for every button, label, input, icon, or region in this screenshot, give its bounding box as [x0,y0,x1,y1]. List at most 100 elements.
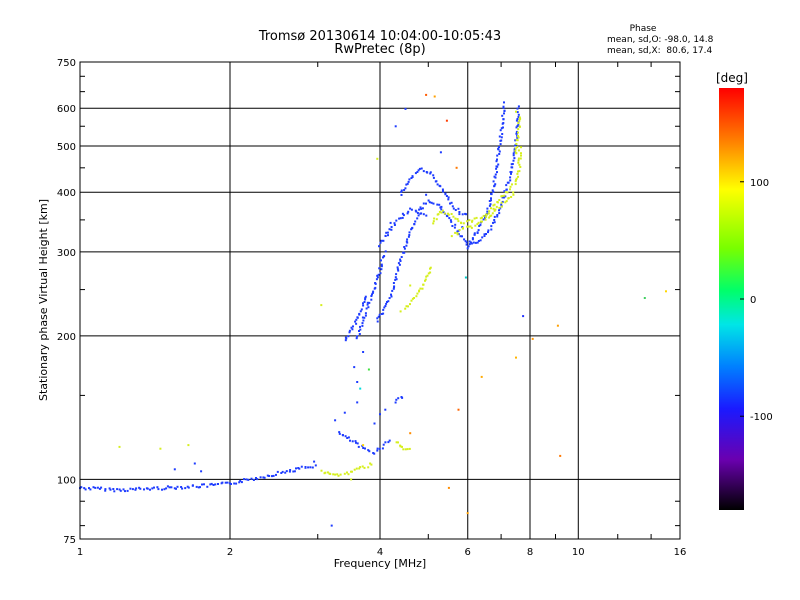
trace-point-o [377,273,380,276]
echo-point-o [425,193,428,196]
trace-point-x [370,463,373,466]
trace-point-o [495,160,498,163]
trace-point-o [514,139,517,142]
trace-point-o [364,298,367,301]
echo-point-other [445,119,448,122]
trace-point-o [197,486,200,489]
trace-point-o [432,202,435,205]
trace-point-o [408,178,411,181]
trace-point-o [400,256,403,258]
trace-point-o [486,207,489,210]
trace-point-x [433,217,436,220]
trace-point-o [275,473,277,476]
trace-point-o [434,180,437,183]
trace-point-o [108,487,111,490]
trace-point-o [457,207,460,210]
trace-point-o [512,152,515,155]
trace-point-o [382,312,385,315]
trace-point-o [394,278,397,281]
trace-point-o [362,304,365,307]
trace-point-o [392,282,395,284]
trace-point-o [385,302,388,305]
trace-point-o [447,196,450,199]
trace-point-x [491,212,494,215]
trace-point-o [376,317,379,320]
trace-point-o [344,339,347,342]
trace-point-x [503,194,506,197]
trace-point-x [466,220,469,223]
trace-point-o [380,313,383,315]
trace-point-x [500,205,503,208]
trace-point-o [482,218,485,221]
trace-point-o [263,476,266,479]
trace-point-o [499,139,502,142]
trace-point-x [425,275,428,278]
trace-point-o [355,322,358,325]
trace-point-x [337,474,340,477]
trace-point-o [488,200,491,202]
trace-point-o [402,251,405,254]
trace-point-o [422,213,425,216]
trace-point-o [378,245,380,248]
trace-point-o [80,486,83,489]
echo-point-o [330,524,333,527]
trace-point-o [502,122,505,124]
trace-point-x [481,220,483,223]
trace-point-x [320,469,323,472]
trace-point-o [362,447,365,449]
trace-point-o [477,229,480,232]
trace-point-o [401,212,404,215]
trace-point-o [175,487,177,490]
trace-point-x [411,297,414,300]
trace-point-o [390,295,393,298]
trace-point-o [360,308,363,311]
trace-point-x [462,227,464,230]
colorbar-label: [deg] [716,71,748,85]
trace-point-o [386,301,388,303]
trace-point-x [422,283,425,286]
trace-point-o [510,166,513,169]
trace-point-x [404,448,407,451]
trace-point-o [359,325,361,328]
trace-point-o [471,237,474,240]
trace-point-o [498,212,501,215]
trace-point-o [464,240,467,243]
trace-point-o [378,267,381,270]
trace-point-o [199,486,201,489]
trace-point-o [380,268,383,271]
trace-point-o [414,220,417,223]
trace-point-x [488,210,491,213]
trace-point-o [407,235,410,238]
trace-point-o [368,450,371,453]
axis-ticks: 1 2 4 6 8 10 16 75 100 200 300 400 500 600 750 [57,58,686,558]
trace-point-o [386,231,389,234]
trace-point-o [400,189,403,192]
trace-point-o [430,201,433,204]
x-tick-label: 16 [674,547,687,558]
trace-point-o [356,335,359,338]
trace-point-o [272,474,275,477]
trace-point-o [298,467,301,470]
trace-point-x [343,472,346,475]
trace-point-o [509,179,512,182]
trace-point-o [513,157,516,160]
trace-point-x [481,216,483,219]
trace-point-o [364,447,366,450]
trace-point-o [484,216,486,219]
trace-point-x [415,295,418,298]
trace-point-o [478,225,481,227]
trace-point-o [459,235,462,238]
trace-point-o [367,306,370,309]
phase-info-title: Phase [630,24,657,34]
trace-point-o [516,125,519,127]
trace-point-o [153,486,155,489]
trace-point-o [212,484,215,486]
trace-point-o [113,490,116,493]
trace-point-x [399,445,402,448]
trace-point-o [250,477,253,480]
trace-point-o [395,219,398,222]
trace-point-o [88,487,90,490]
trace-point-o [256,478,259,481]
echo-point-o [394,125,397,128]
trace-point-o [122,488,125,491]
